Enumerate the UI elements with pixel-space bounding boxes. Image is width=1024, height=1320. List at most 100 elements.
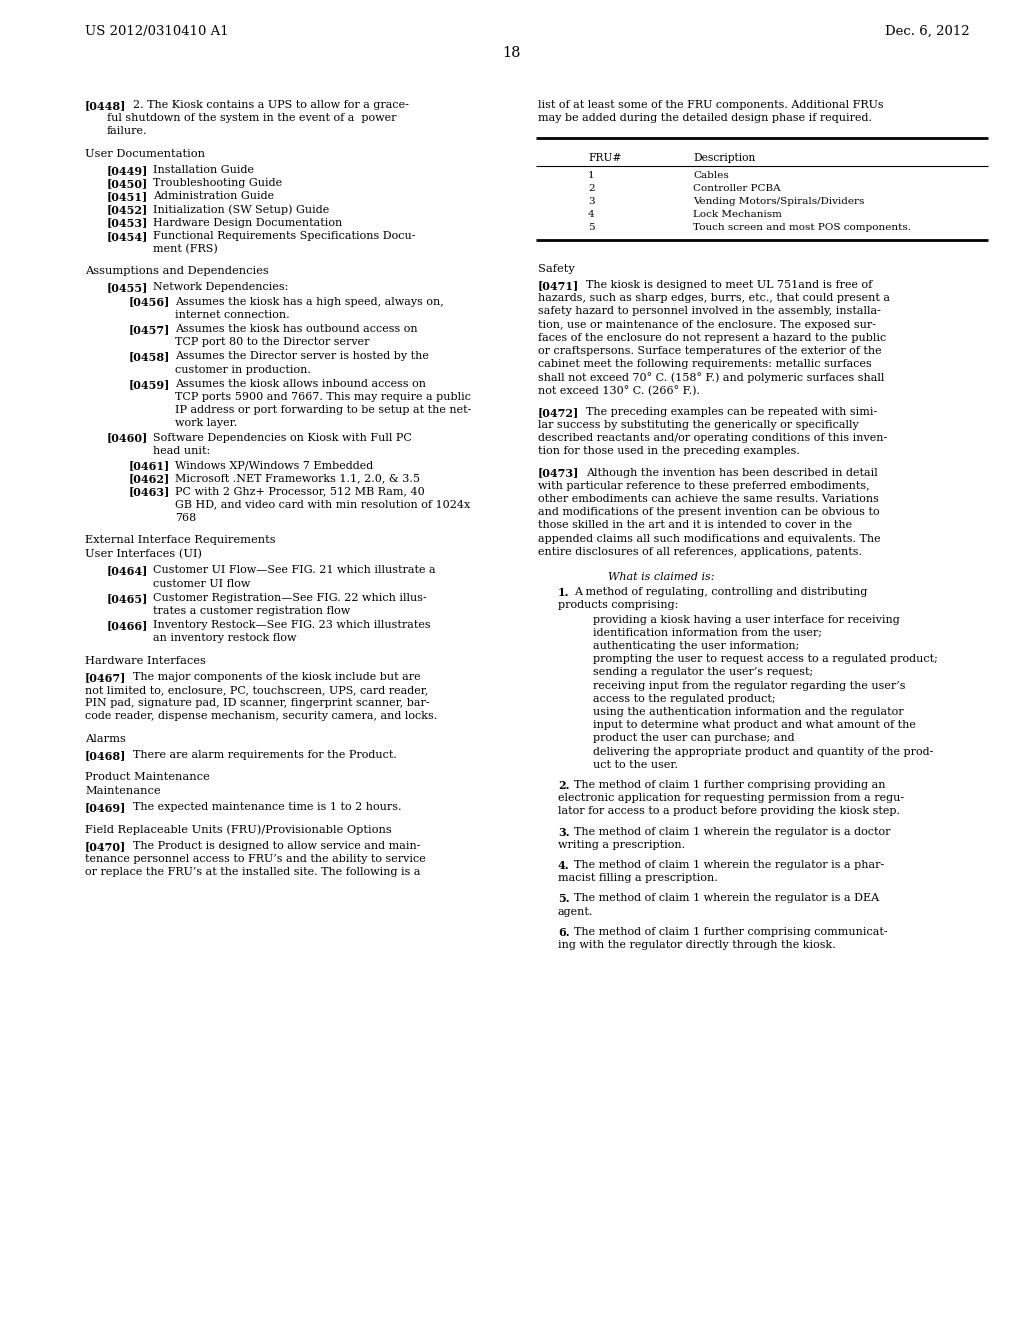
- Text: [0466]: [0466]: [106, 620, 148, 631]
- Text: hazards, such as sharp edges, burrs, etc., that could present a: hazards, such as sharp edges, burrs, etc…: [538, 293, 890, 304]
- Text: customer in production.: customer in production.: [175, 364, 311, 375]
- Text: There are alarm requirements for the Product.: There are alarm requirements for the Pro…: [133, 750, 397, 760]
- Text: Administration Guide: Administration Guide: [153, 191, 274, 201]
- Text: described reactants and/or operating conditions of this inven-: described reactants and/or operating con…: [538, 433, 887, 444]
- Text: ment (FRS): ment (FRS): [153, 244, 218, 255]
- Text: Assumes the kiosk has outbound access on: Assumes the kiosk has outbound access on: [175, 323, 418, 334]
- Text: or replace the FRU’s at the installed site. The following is a: or replace the FRU’s at the installed si…: [85, 867, 421, 878]
- Text: Hardware Design Documentation: Hardware Design Documentation: [153, 218, 342, 227]
- Text: The method of claim 1 wherein the regulator is a phar-: The method of claim 1 wherein the regula…: [574, 861, 885, 870]
- Text: tion, use or maintenance of the enclosure. The exposed sur-: tion, use or maintenance of the enclosur…: [538, 319, 876, 330]
- Text: External Interface Requirements: External Interface Requirements: [85, 535, 275, 545]
- Text: 1.: 1.: [558, 587, 569, 598]
- Text: [0453]: [0453]: [106, 218, 148, 228]
- Text: lator for access to a product before providing the kiosk step.: lator for access to a product before pro…: [558, 807, 900, 816]
- Text: [0449]: [0449]: [106, 165, 148, 176]
- Text: The Product is designed to allow service and main-: The Product is designed to allow service…: [133, 841, 421, 851]
- Text: [0471]: [0471]: [538, 280, 580, 290]
- Text: products comprising:: products comprising:: [558, 601, 678, 610]
- Text: [0448]: [0448]: [85, 100, 126, 111]
- Text: Troubleshooting Guide: Troubleshooting Guide: [153, 178, 283, 187]
- Text: [0465]: [0465]: [106, 593, 148, 603]
- Text: PIN pad, signature pad, ID scanner, fingerprint scanner, bar-: PIN pad, signature pad, ID scanner, fing…: [85, 698, 430, 709]
- Text: sending a regulator the user’s request;: sending a regulator the user’s request;: [593, 668, 813, 677]
- Text: Customer Registration—See FIG. 22 which illus-: Customer Registration—See FIG. 22 which …: [153, 593, 427, 603]
- Text: [0452]: [0452]: [106, 205, 148, 215]
- Text: Software Dependencies on Kiosk with Full PC: Software Dependencies on Kiosk with Full…: [153, 433, 412, 442]
- Text: entire disclosures of all references, applications, patents.: entire disclosures of all references, ap…: [538, 546, 862, 557]
- Text: [0462]: [0462]: [129, 473, 170, 484]
- Text: [0456]: [0456]: [129, 297, 170, 308]
- Text: 18: 18: [503, 46, 521, 59]
- Text: A method of regulating, controlling and distributing: A method of regulating, controlling and …: [574, 587, 867, 597]
- Text: Product Maintenance: Product Maintenance: [85, 772, 210, 781]
- Text: Vending Motors/Spirals/Dividers: Vending Motors/Spirals/Dividers: [693, 197, 864, 206]
- Text: 1: 1: [588, 170, 595, 180]
- Text: Lock Mechanism: Lock Mechanism: [693, 210, 782, 219]
- Text: 5: 5: [588, 223, 595, 232]
- Text: TCP port 80 to the Director server: TCP port 80 to the Director server: [175, 337, 370, 347]
- Text: The method of claim 1 further comprising communicat-: The method of claim 1 further comprising…: [574, 927, 888, 937]
- Text: The method of claim 1 further comprising providing an: The method of claim 1 further comprising…: [574, 780, 886, 789]
- Text: [0457]: [0457]: [129, 323, 170, 335]
- Text: prompting the user to request access to a regulated product;: prompting the user to request access to …: [593, 655, 938, 664]
- Text: US 2012/0310410 A1: US 2012/0310410 A1: [85, 25, 228, 38]
- Text: customer UI flow: customer UI flow: [153, 578, 251, 589]
- Text: Although the invention has been described in detail: Although the invention has been describe…: [586, 467, 878, 478]
- Text: Dec. 6, 2012: Dec. 6, 2012: [886, 25, 970, 38]
- Text: [0464]: [0464]: [106, 565, 148, 577]
- Text: [0461]: [0461]: [129, 459, 170, 471]
- Text: or craftspersons. Surface temperatures of the exterior of the: or craftspersons. Surface temperatures o…: [538, 346, 882, 356]
- Text: macist filling a prescription.: macist filling a prescription.: [558, 874, 718, 883]
- Text: Functional Requirements Specifications Docu-: Functional Requirements Specifications D…: [153, 231, 416, 240]
- Text: Hardware Interfaces: Hardware Interfaces: [85, 656, 206, 665]
- Text: 4.: 4.: [558, 861, 569, 871]
- Text: [0468]: [0468]: [85, 750, 126, 760]
- Text: [0472]: [0472]: [538, 407, 580, 418]
- Text: The expected maintenance time is 1 to 2 hours.: The expected maintenance time is 1 to 2 …: [133, 803, 401, 812]
- Text: 768: 768: [175, 512, 197, 523]
- Text: providing a kiosk having a user interface for receiving: providing a kiosk having a user interfac…: [593, 615, 900, 624]
- Text: Description: Description: [693, 153, 756, 164]
- Text: Microsoft .NET Frameworks 1.1, 2.0, & 3.5: Microsoft .NET Frameworks 1.1, 2.0, & 3.…: [175, 473, 420, 483]
- Text: The preceding examples can be repeated with simi-: The preceding examples can be repeated w…: [586, 407, 878, 417]
- Text: PC with 2 Ghz+ Processor, 512 MB Ram, 40: PC with 2 Ghz+ Processor, 512 MB Ram, 40: [175, 486, 425, 496]
- Text: User Interfaces (UI): User Interfaces (UI): [85, 549, 202, 560]
- Text: ing with the regulator directly through the kiosk.: ing with the regulator directly through …: [558, 940, 836, 950]
- Text: delivering the appropriate product and quantity of the prod-: delivering the appropriate product and q…: [593, 747, 933, 756]
- Text: and modifications of the present invention can be obvious to: and modifications of the present inventi…: [538, 507, 880, 517]
- Text: not limited to, enclosure, PC, touchscreen, UPS, card reader,: not limited to, enclosure, PC, touchscre…: [85, 685, 428, 696]
- Text: 6.: 6.: [558, 927, 569, 937]
- Text: 2: 2: [588, 183, 595, 193]
- Text: FRU#: FRU#: [588, 153, 622, 164]
- Text: Customer UI Flow—See FIG. 21 which illustrate a: Customer UI Flow—See FIG. 21 which illus…: [153, 565, 435, 576]
- Text: safety hazard to personnel involved in the assembly, installa-: safety hazard to personnel involved in t…: [538, 306, 881, 317]
- Text: The major components of the kiosk include but are: The major components of the kiosk includ…: [133, 672, 421, 682]
- Text: head unit:: head unit:: [153, 446, 210, 455]
- Text: authenticating the user information;: authenticating the user information;: [593, 642, 800, 651]
- Text: Assumes the kiosk has a high speed, always on,: Assumes the kiosk has a high speed, alwa…: [175, 297, 443, 306]
- Text: [0463]: [0463]: [129, 486, 170, 498]
- Text: Assumes the Director server is hosted by the: Assumes the Director server is hosted by…: [175, 351, 429, 362]
- Text: Windows XP/Windows 7 Embedded: Windows XP/Windows 7 Embedded: [175, 459, 374, 470]
- Text: work layer.: work layer.: [175, 418, 238, 429]
- Text: ful shutdown of the system in the event of a  power: ful shutdown of the system in the event …: [106, 114, 396, 123]
- Text: The method of claim 1 wherein the regulator is a doctor: The method of claim 1 wherein the regula…: [574, 826, 891, 837]
- Text: [0467]: [0467]: [85, 672, 126, 682]
- Text: with particular reference to these preferred embodiments,: with particular reference to these prefe…: [538, 480, 869, 491]
- Text: agent.: agent.: [558, 907, 593, 916]
- Text: internet connection.: internet connection.: [175, 310, 290, 319]
- Text: 2. The Kiosk contains a UPS to allow for a grace-: 2. The Kiosk contains a UPS to allow for…: [133, 100, 409, 110]
- Text: Cables: Cables: [693, 170, 729, 180]
- Text: [0455]: [0455]: [106, 282, 148, 293]
- Text: tenance personnel access to FRU’s and the ability to service: tenance personnel access to FRU’s and th…: [85, 854, 426, 865]
- Text: Controller PCBA: Controller PCBA: [693, 183, 780, 193]
- Text: Safety: Safety: [538, 264, 574, 273]
- Text: [0450]: [0450]: [106, 178, 148, 189]
- Text: those skilled in the art and it is intended to cover in the: those skilled in the art and it is inten…: [538, 520, 852, 531]
- Text: Alarms: Alarms: [85, 734, 126, 743]
- Text: code reader, dispense mechanism, security camera, and locks.: code reader, dispense mechanism, securit…: [85, 711, 437, 722]
- Text: [0458]: [0458]: [129, 351, 170, 363]
- Text: [0469]: [0469]: [85, 803, 126, 813]
- Text: Inventory Restock—See FIG. 23 which illustrates: Inventory Restock—See FIG. 23 which illu…: [153, 620, 431, 630]
